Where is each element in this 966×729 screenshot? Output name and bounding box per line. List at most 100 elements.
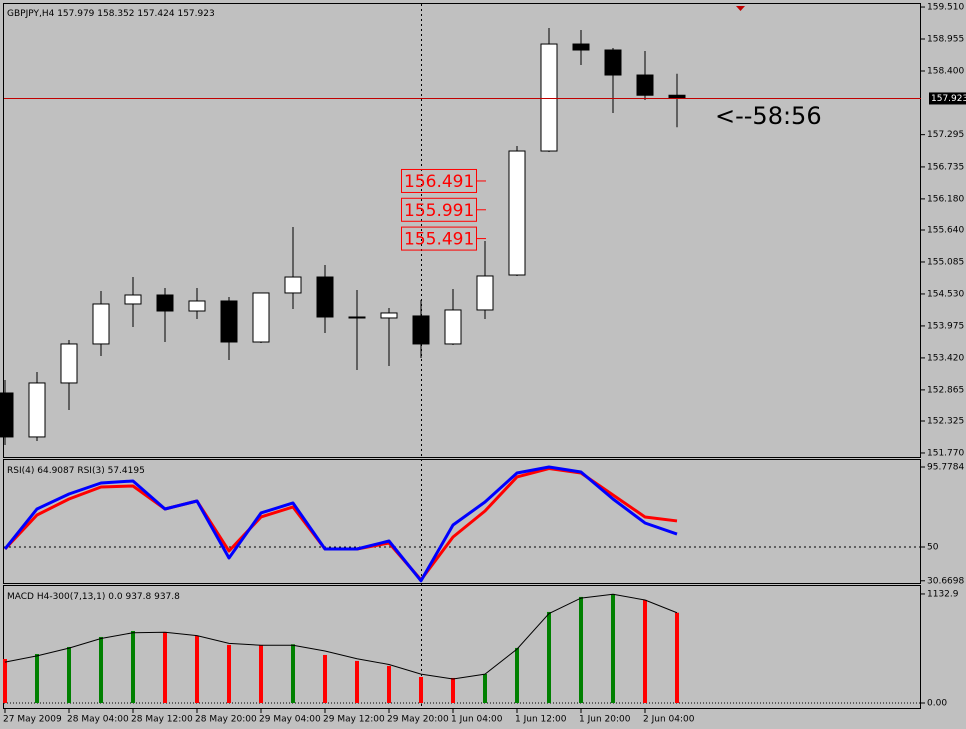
candle-body [156, 294, 174, 312]
histogram-bar [515, 647, 519, 703]
histogram-bar [227, 644, 231, 703]
candle-body [284, 276, 302, 294]
x-tick-label: 1 Jun 20:00 [579, 715, 631, 725]
y-tick-label: 153.975 [927, 321, 964, 331]
histogram-bar [291, 644, 295, 703]
x-tick-label: 28 May 20:00 [195, 715, 257, 725]
y-tick-label: 157.295 [927, 130, 964, 140]
candle-body [220, 300, 238, 343]
histogram-bar [323, 654, 327, 703]
low: 157.424 [137, 9, 174, 19]
candle-body [380, 312, 398, 319]
histogram-bar [355, 660, 359, 703]
legend-name: RSI(3) [77, 466, 104, 476]
macd-panel [3, 585, 921, 709]
indicator-value: 937.8 [125, 592, 151, 602]
price-level-box [401, 197, 477, 222]
symbol: GBPJPY,H4 [7, 9, 55, 19]
x-tick-label: 2 Jun 04:00 [643, 715, 695, 725]
y-tick-label: 50 [927, 542, 939, 552]
x-tick-label: 29 May 20:00 [387, 715, 449, 725]
histogram-bar [35, 654, 39, 703]
histogram-bar [611, 593, 615, 703]
indicator-value: 937.8 [154, 592, 180, 602]
candle-body [188, 300, 206, 312]
y-tick-label: 154.530 [927, 289, 964, 299]
x-tick-label: 27 May 2009 [3, 715, 62, 725]
candle-body [28, 382, 46, 438]
histogram-bar [643, 599, 647, 703]
candle-body [604, 49, 622, 76]
current-price-label: 157.923 [931, 94, 966, 104]
rsi-line [3, 465, 678, 583]
indicator-name: MACD H4-300(7,13,1) 0.0 [7, 592, 123, 602]
histogram-bar [451, 677, 455, 703]
candle-body [316, 276, 334, 318]
y-tick-label: 30.6698 [927, 576, 964, 586]
x-tick-label: 28 May 04:00 [67, 715, 129, 725]
histogram-bar [195, 636, 199, 703]
y-tick-label: 152.325 [927, 416, 964, 426]
candle-body [540, 43, 558, 152]
candle-body [60, 343, 78, 384]
y-tick-label: 1132.9 [927, 589, 959, 599]
y-tick-label: 95.7784 [927, 462, 964, 472]
current-price-box [929, 92, 966, 105]
plot: 159.510 158.955 158.400 157.295 156.735 156.1… [0, 3, 966, 725]
histogram-bar [675, 612, 679, 703]
histogram-bar [131, 631, 135, 703]
y-tick-label: 158.400 [927, 66, 964, 76]
price-level-box [401, 168, 477, 193]
y-tick-label: 151.770 [927, 448, 964, 458]
x-tick-label: 29 May 04:00 [259, 715, 321, 725]
histogram-bar [67, 646, 71, 703]
legend-value: 57.4195 [108, 466, 145, 476]
candle-body [476, 275, 494, 311]
histogram-bar [579, 596, 583, 703]
high: 158.352 [97, 9, 134, 19]
y-tick-label: 152.865 [927, 385, 964, 395]
price-level-label: 155.491 [404, 230, 474, 250]
legend-value: 64.9087 [37, 466, 74, 476]
histogram-bar [547, 611, 551, 703]
open: 157.979 [57, 9, 94, 19]
price-level-box [401, 226, 477, 251]
candle-body [572, 43, 590, 51]
candle-body [444, 309, 462, 345]
candle-body [348, 316, 366, 319]
histogram-bar [387, 665, 391, 703]
legend-name: RSI(4) [7, 466, 34, 476]
y-tick-label: 156.180 [927, 194, 964, 204]
histogram-bar [419, 677, 423, 703]
macd-header: MACD H4-300(7,13,1) 0.0 937.8 937.8 [7, 592, 180, 602]
rsi-panel [3, 459, 921, 584]
candle-body [92, 303, 110, 345]
chart-header: GBPJPY,H4 157.979 158.352 157.424 157.92… [7, 9, 215, 19]
countdown: <--58:56 [715, 102, 822, 130]
marker-triangle [736, 6, 745, 11]
rsi-header: RSI(4) 64.9087 RSI(3) 57.4195 [7, 466, 145, 476]
price-level-label: 155.991 [404, 201, 474, 221]
candle-body [252, 292, 270, 343]
histogram-bar [163, 631, 167, 703]
y-tick-label: 155.085 [927, 257, 964, 267]
histogram-bar [259, 645, 263, 703]
candle-body [412, 315, 430, 345]
y-tick-label: 153.420 [927, 353, 964, 363]
y-tick-label: 156.735 [927, 162, 964, 172]
y-tick-label: 0.00 [927, 698, 947, 708]
candle-body [508, 150, 526, 276]
candle-body [124, 294, 142, 305]
histogram-bar [483, 674, 487, 703]
price-level-label: 156.491 [404, 172, 474, 192]
x-tick-label: 1 Jun 04:00 [451, 715, 503, 725]
y-tick-label: 155.640 [927, 226, 964, 236]
candle-body [0, 392, 14, 438]
signal-line [4, 593, 678, 680]
y-tick-label: 159.510 [927, 3, 964, 13]
candle-body [636, 74, 654, 96]
y-tick-label: 158.955 [927, 35, 964, 45]
price-panel [3, 3, 921, 458]
